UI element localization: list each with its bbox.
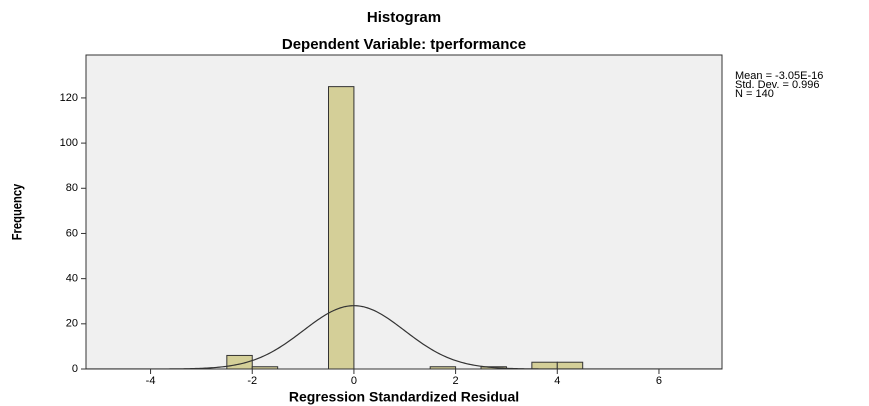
y-tick-label: 40 [66,273,78,285]
plot-area [85,54,723,370]
y-axis-label: Frequency [10,184,25,241]
stat-label: Mean = -3.05E-16 [735,70,823,82]
normal-curve [86,305,722,369]
y-tick-label: 60 [66,227,78,239]
y-tick-label: 100 [60,137,78,149]
y-tick-label: 20 [66,318,78,330]
bars [86,86,722,369]
bar [251,366,279,369]
x-tick-label: 0 [351,375,357,387]
stat-label: Std. Dev. = 0.996 [735,79,820,91]
x-tick-label: 6 [656,375,662,387]
bar [531,361,558,369]
x-tick-label: -4 [146,375,156,387]
x-tick-label: -2 [247,375,257,387]
bar [556,361,584,369]
y-tick-label: 0 [72,363,78,375]
chart-subtitle: Dependent Variable: tperformance [282,36,526,53]
x-tick-label: 2 [453,375,459,387]
y-tick-label: 120 [60,92,78,104]
y-tick-label: 80 [66,182,78,194]
bar [429,366,457,369]
stat-label: N = 140 [735,88,774,100]
x-tick-label: 4 [554,375,560,387]
x-axis-label: Regression Standardized Residual [289,389,519,405]
bar [328,86,355,369]
chart-title: Histogram [367,9,441,26]
